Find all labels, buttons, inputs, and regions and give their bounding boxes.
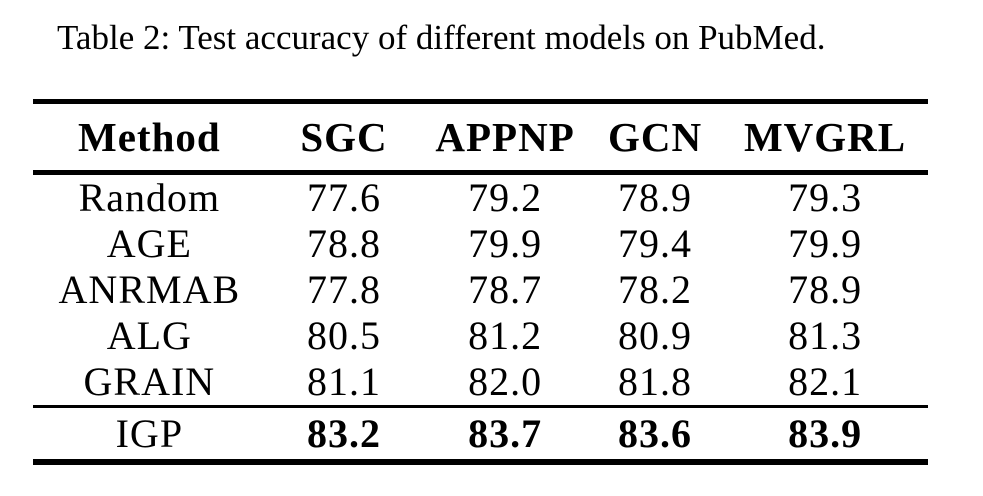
header-row: Method SGC APPNP GCN MVGRL [33, 101, 928, 175]
table-row: AGE 78.8 79.9 79.4 79.9 [33, 221, 928, 267]
method-cell: AGE [106, 221, 192, 266]
value-cell: 83.6 [587, 405, 723, 462]
results-table: Method SGC APPNP GCN MVGRL Random 77.6 79.… [33, 99, 928, 465]
method-cell: Random [78, 175, 221, 220]
table-row: Random 77.6 79.2 78.9 79.3 [33, 173, 928, 222]
value-cell: 82.1 [788, 359, 863, 404]
value-cell: 77.6 [307, 175, 381, 220]
header-gcn: GCN [587, 101, 723, 175]
value-cell: 80.5 [307, 313, 381, 358]
value-cell: 78.9 [618, 175, 692, 220]
value-cell: 77.8 [307, 267, 381, 312]
value-cell: 79.3 [788, 175, 863, 220]
header-method: Method [33, 101, 266, 175]
table-caption: Table 2: Test accuracy of different mode… [57, 18, 826, 57]
table-row: ANRMAB 77.8 78.7 78.2 78.9 [33, 267, 928, 313]
value-cell: 79.2 [468, 175, 543, 220]
value-cell: 79.9 [788, 221, 863, 266]
table-row: ALG 80.5 81.2 80.9 81.3 [33, 313, 928, 359]
value-cell: 78.2 [618, 267, 692, 312]
value-cell: 80.9 [618, 313, 692, 358]
value-cell: 81.1 [307, 359, 381, 404]
value-cell: 79.9 [468, 221, 543, 266]
table-row: IGP 83.2 83.7 83.6 83.9 [33, 405, 928, 462]
header-sgc: SGC [265, 101, 423, 175]
method-cell: GRAIN [83, 359, 216, 404]
value-cell: 81.3 [788, 313, 863, 358]
value-cell: 83.2 [265, 405, 423, 462]
header-appnp: APPNP [422, 101, 588, 175]
value-cell: 81.8 [618, 359, 692, 404]
method-cell: ANRMAB [58, 267, 241, 312]
value-cell: 82.0 [468, 359, 543, 404]
value-cell: 81.2 [468, 313, 543, 358]
value-cell: 78.7 [468, 267, 543, 312]
table-row: GRAIN 81.1 82.0 81.8 82.1 [33, 359, 928, 407]
method-cell: IGP [33, 405, 266, 462]
value-cell: 79.4 [618, 221, 692, 266]
value-cell: 83.7 [422, 405, 588, 462]
value-cell: 78.9 [788, 267, 863, 312]
table-header: Method SGC APPNP GCN MVGRL [33, 101, 928, 175]
header-mvgrl: MVGRL [722, 101, 928, 175]
method-cell: ALG [106, 313, 192, 358]
table-body: Random 77.6 79.2 78.9 79.3 AGE 78.8 79.9 79.4 79.… [33, 173, 928, 462]
value-cell: 83.9 [722, 405, 928, 462]
value-cell: 78.8 [307, 221, 381, 266]
